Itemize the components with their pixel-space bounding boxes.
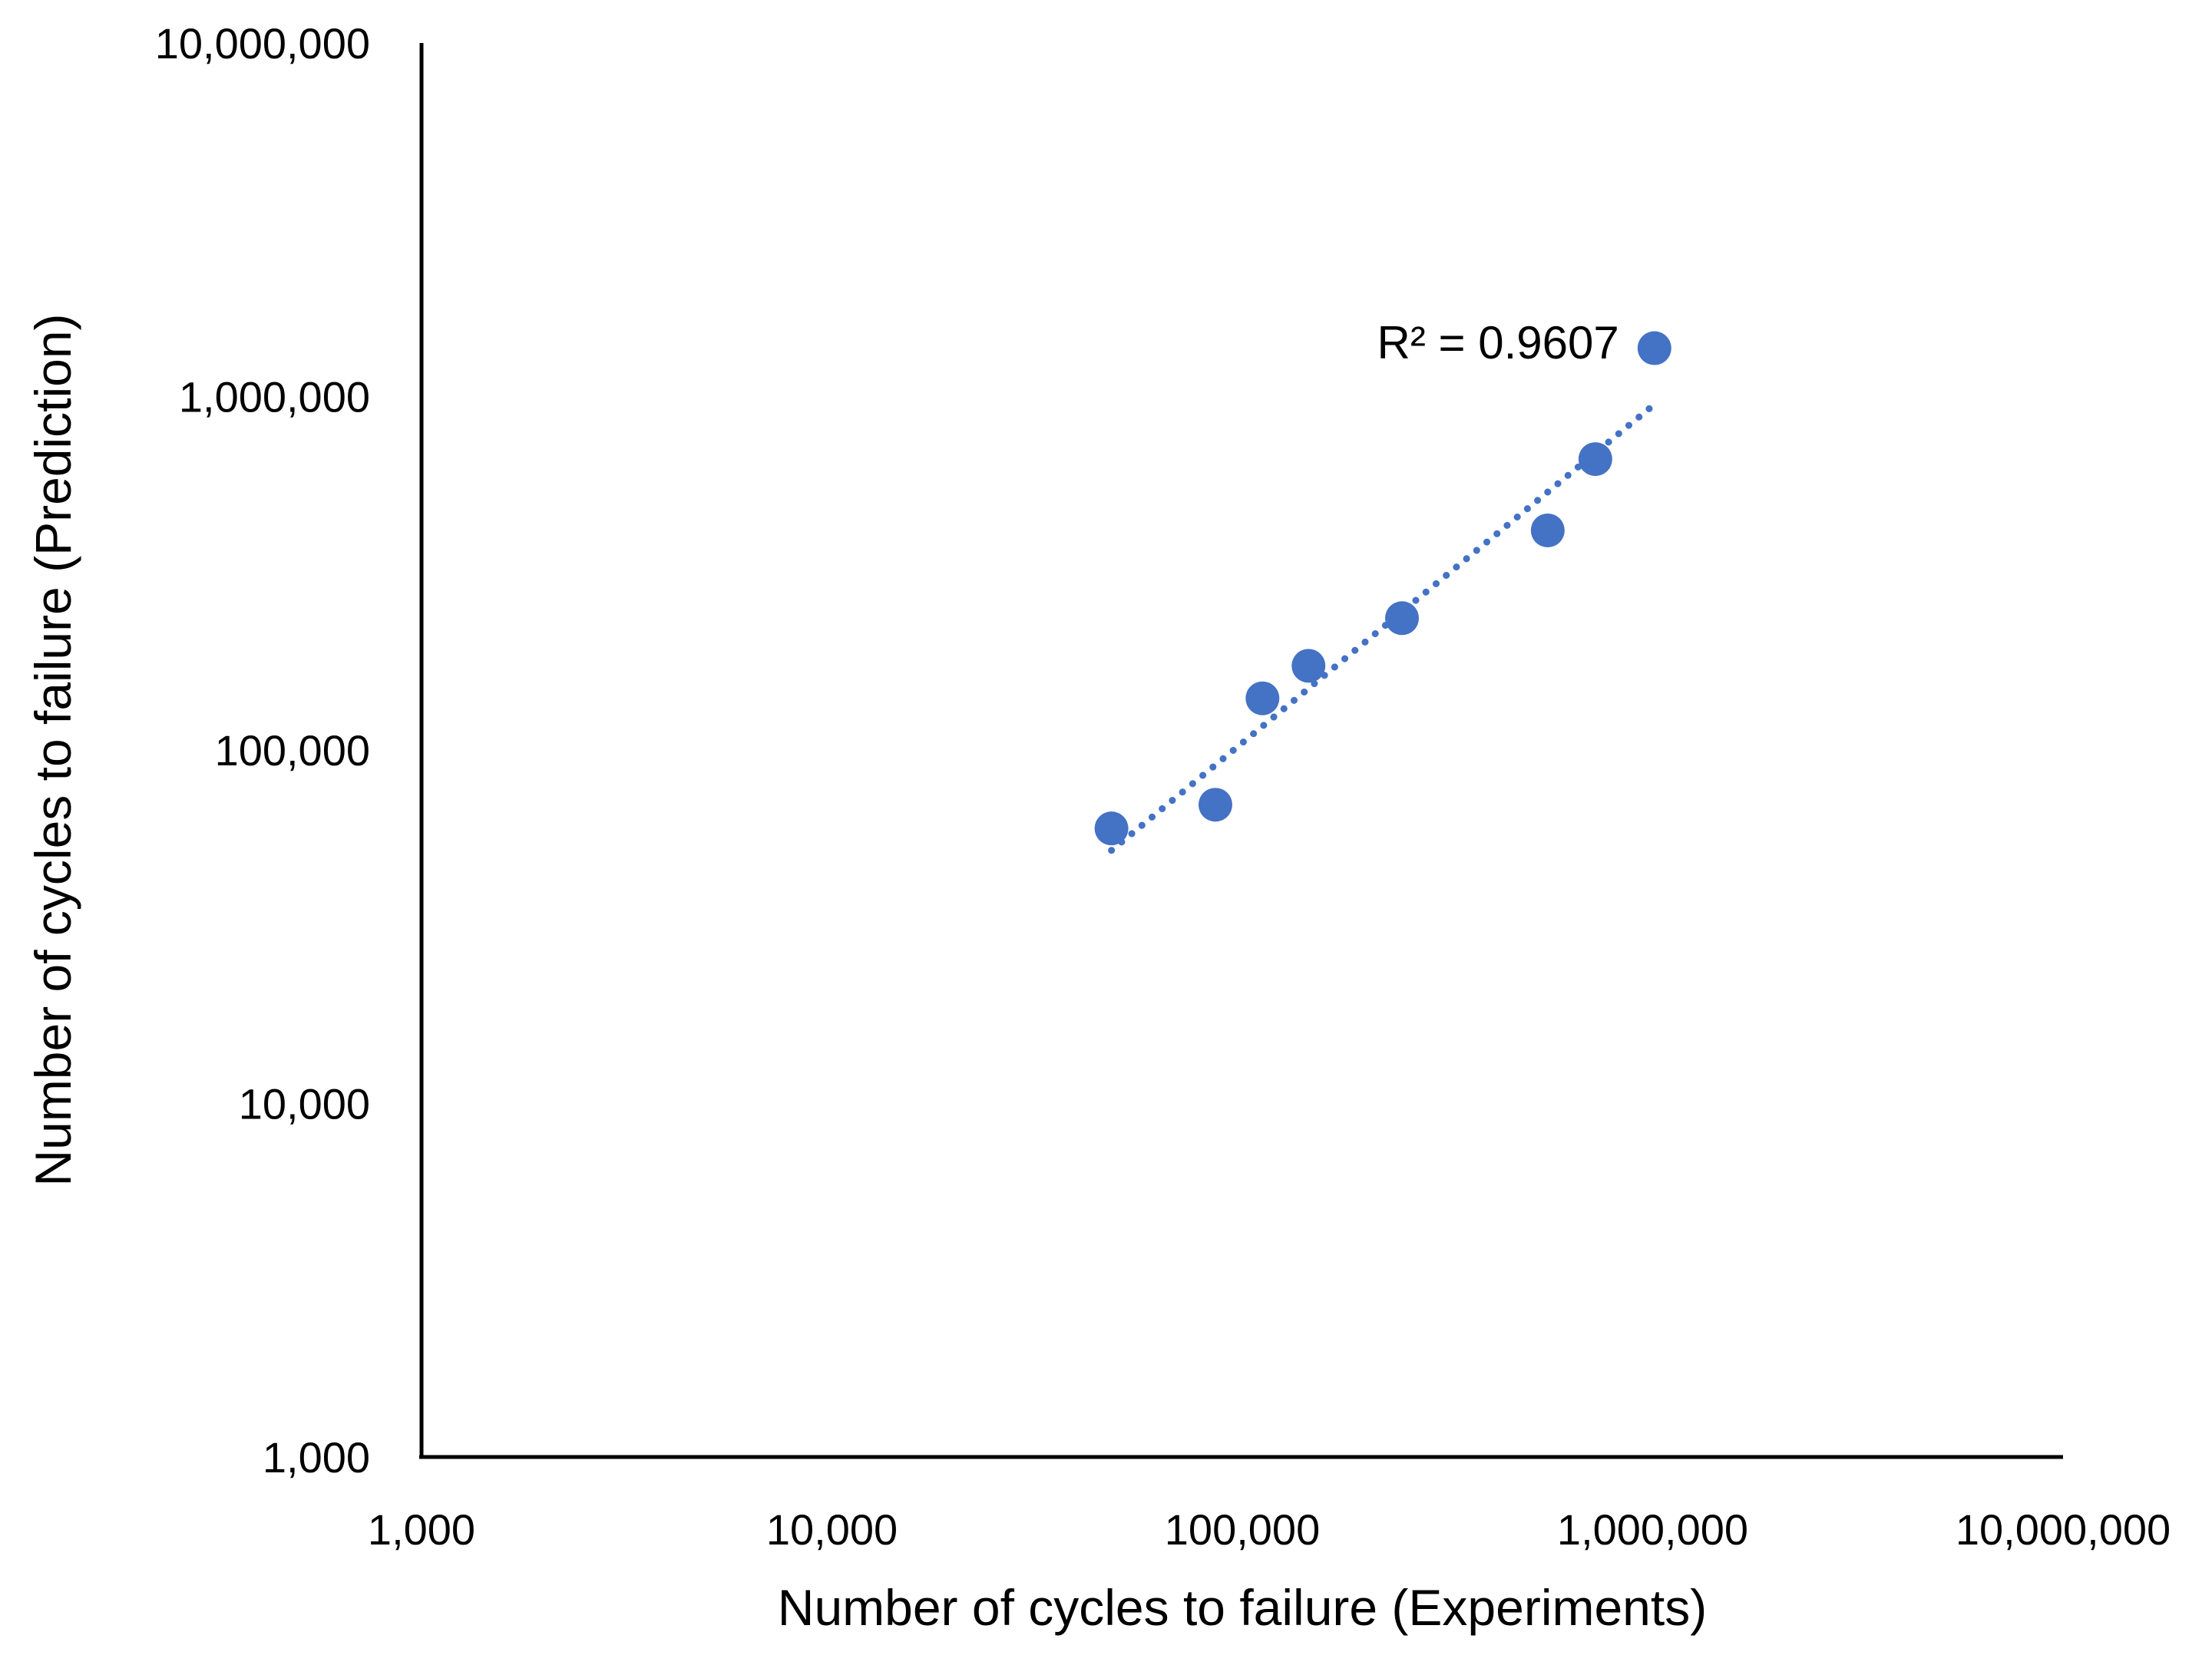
trendline (1108, 401, 1658, 854)
x-tick-label: 1,000 (368, 1505, 475, 1554)
data-point (1198, 788, 1232, 822)
y-tick-label: 100,000 (215, 726, 370, 775)
y-axis-title: Number of cycles to failure (Prediction) (25, 313, 81, 1186)
x-tick-labels: 1,000 10,000 100,000 1,000,000 10,000,000 (368, 1505, 2171, 1554)
y-tick-label: 10,000 (239, 1080, 370, 1128)
y-tick-label: 1,000,000 (179, 373, 370, 421)
x-tick-label: 1,000,000 (1557, 1505, 1748, 1554)
x-tick-label: 100,000 (1165, 1505, 1320, 1554)
x-tick-label: 10,000,000 (1956, 1505, 2171, 1554)
y-tick-labels: 1,000 10,000 100,000 1,000,000 10,000,000 (155, 19, 370, 1482)
data-point (1245, 681, 1280, 715)
data-point (1385, 601, 1420, 636)
data-point (1578, 442, 1612, 477)
data-point (1291, 649, 1326, 683)
data-point (1530, 513, 1565, 547)
r-squared-label: R² = 0.9607 (1377, 317, 1619, 368)
x-tick-label: 10,000 (766, 1505, 898, 1554)
trendline-layer (1108, 401, 1658, 854)
data-point (1637, 331, 1671, 365)
data-point (1094, 811, 1129, 846)
y-tick-label: 1,000 (263, 1433, 370, 1482)
annotations: R² = 0.9607 (1377, 317, 1619, 368)
points-layer (1094, 331, 1671, 846)
x-axis-title: Number of cycles to failure (Experiments… (778, 1579, 1707, 1636)
y-tick-label: 10,000,000 (155, 19, 370, 68)
